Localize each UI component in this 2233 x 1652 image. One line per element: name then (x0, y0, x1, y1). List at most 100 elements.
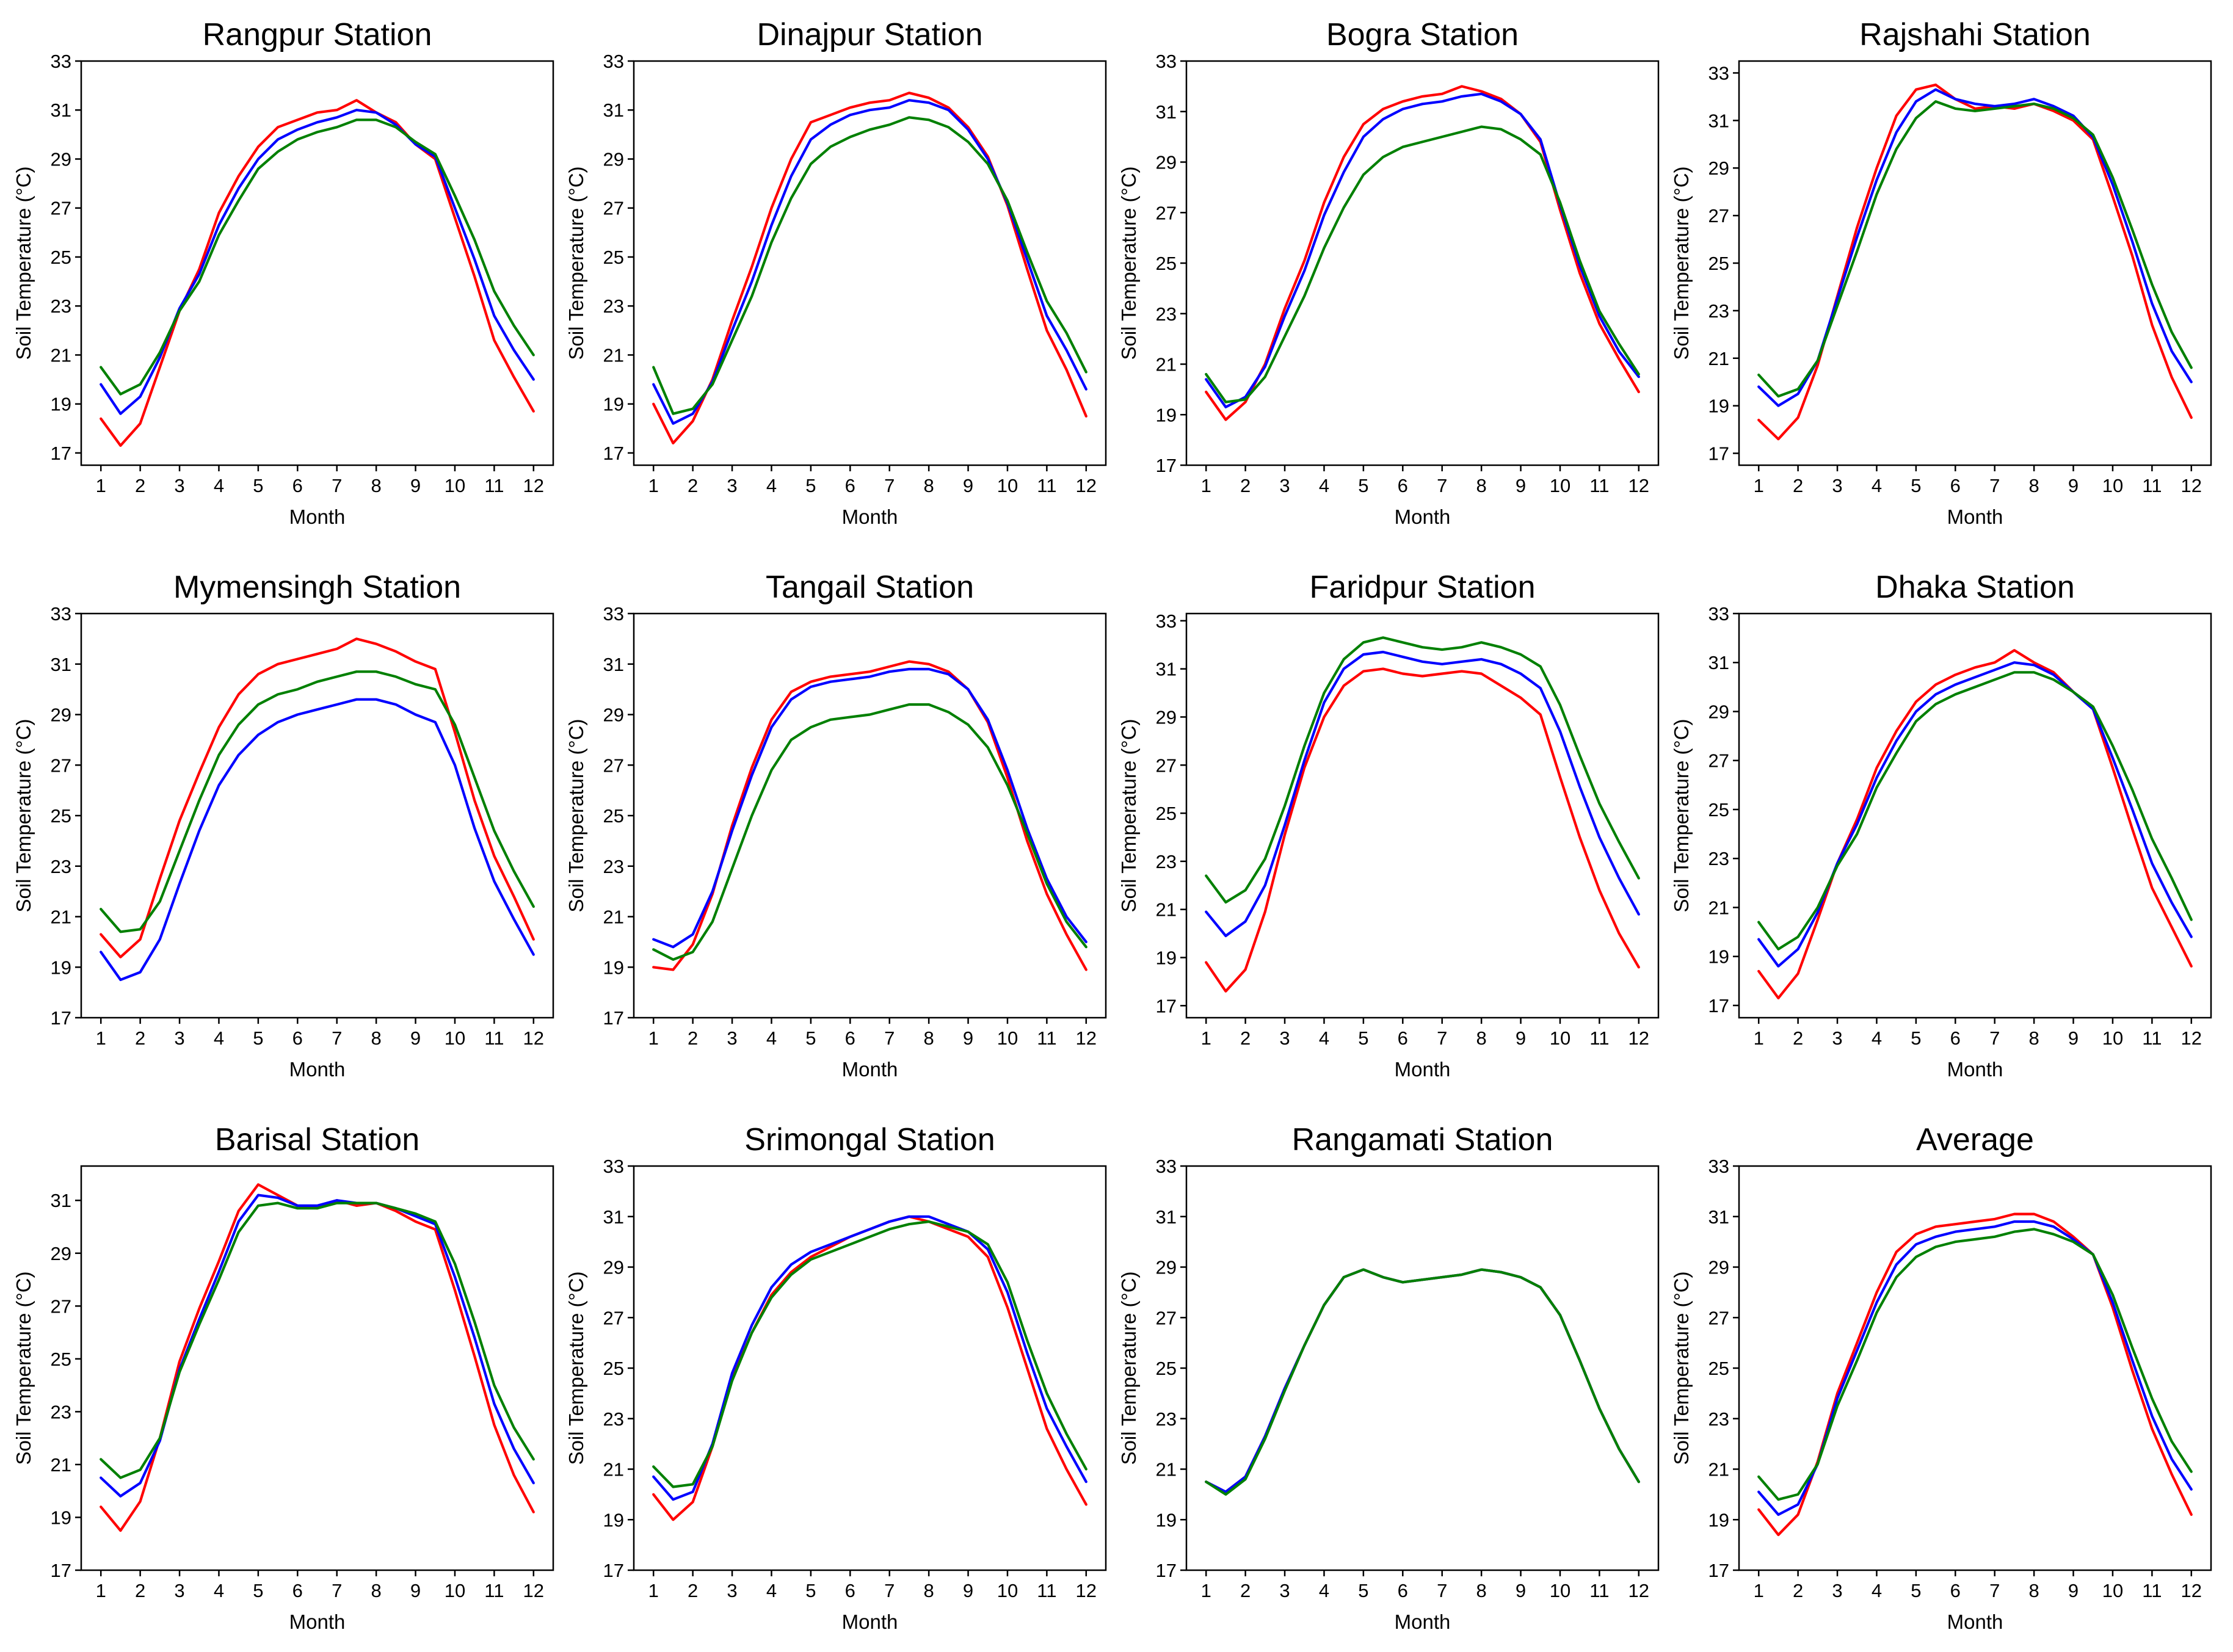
x-tick-label: 9 (2068, 1027, 2079, 1049)
series-line-red (1205, 667, 1640, 993)
chart-title: Barisal Station (215, 1122, 419, 1157)
y-tick-label: 33 (1156, 610, 1177, 632)
x-tick-label: 12 (523, 1027, 544, 1049)
x-tick-label: 12 (2181, 475, 2202, 496)
y-tick-label: 19 (1708, 946, 1729, 968)
series-line-blue (1205, 650, 1640, 938)
y-tick-label: 25 (51, 247, 71, 268)
y-tick-label: 21 (51, 907, 71, 928)
y-tick-label: 25 (603, 1358, 624, 1379)
y-tick-label: 31 (1156, 659, 1177, 680)
x-tick-label: 8 (371, 475, 382, 496)
x-tick-label: 12 (1076, 1580, 1097, 1601)
y-tick-label: 33 (51, 603, 71, 625)
chart-title: Rangamati Station (1292, 1122, 1553, 1157)
x-tick-label: 11 (1037, 475, 1056, 496)
y-tick-label: 25 (1708, 253, 1729, 274)
x-tick-label: 11 (1589, 475, 1609, 496)
y-tick-label: 33 (1156, 51, 1177, 72)
x-tick-label: 7 (332, 475, 342, 496)
y-tick-label: 27 (51, 1295, 71, 1317)
series-line-blue (652, 99, 1087, 425)
plot-frame (633, 612, 1107, 1019)
y-tick-label: 21 (1156, 354, 1177, 375)
series-line-red (1757, 1212, 2193, 1537)
chart-title: Tangail Station (766, 570, 974, 605)
x-tick-label: 10 (997, 1027, 1018, 1049)
x-tick-label: 8 (371, 1027, 382, 1049)
x-tick-label: 10 (2102, 475, 2123, 496)
plot-frame (1185, 1165, 1660, 1571)
x-tick-label: 3 (727, 475, 737, 496)
y-tick-label: 23 (51, 1401, 71, 1422)
y-tick-label: 33 (603, 603, 624, 625)
x-tick-label: 11 (1037, 1027, 1056, 1049)
x-tick-label: 4 (214, 1580, 224, 1601)
y-tick-label: 21 (603, 344, 624, 366)
y-tick-label: 31 (1708, 1206, 1729, 1228)
x-tick-label: 10 (1550, 1580, 1570, 1601)
chart-title: Rangpur Station (203, 17, 432, 53)
x-tick-label: 11 (2142, 475, 2162, 496)
y-tick-label: 19 (603, 957, 624, 978)
x-tick-label: 5 (805, 1027, 816, 1049)
x-tick-label: 2 (1793, 1580, 1803, 1601)
x-tick-label: 3 (727, 1027, 737, 1049)
x-tick-label: 7 (1437, 1580, 1447, 1601)
x-tick-label: 1 (96, 1027, 106, 1049)
y-tick-label: 25 (1156, 253, 1177, 274)
y-tick-label: 27 (1708, 750, 1729, 772)
series-line-blue (652, 1215, 1087, 1501)
y-tick-label: 21 (1708, 897, 1729, 918)
x-tick-label: 6 (845, 1027, 855, 1049)
y-tick-label: 31 (51, 654, 71, 675)
series-line-red (1757, 649, 2193, 1000)
x-tick-label: 3 (174, 1027, 184, 1049)
x-tick-label: 4 (1319, 1027, 1329, 1049)
series-line-green (652, 703, 1087, 961)
y-tick-label: 17 (603, 1560, 624, 1581)
series-line-red (1757, 83, 2193, 441)
series-line-blue (100, 1194, 535, 1498)
x-tick-label: 4 (1319, 1580, 1329, 1601)
y-tick-label: 17 (1156, 1560, 1177, 1581)
x-axis-label: Month (842, 1058, 898, 1081)
x-tick-label: 9 (410, 1580, 421, 1601)
y-tick-label: 19 (51, 1507, 71, 1528)
y-tick-label: 29 (1708, 701, 1729, 722)
y-tick-label: 21 (1156, 899, 1177, 921)
series-line-red (652, 92, 1087, 445)
y-tick-label: 31 (603, 654, 624, 675)
y-axis-label: Soil Temperature (°C) (12, 1271, 35, 1465)
y-tick-label: 17 (1156, 455, 1177, 476)
series-line-blue (1757, 1220, 2193, 1516)
y-tick-label: 27 (603, 198, 624, 219)
series-line-red (100, 99, 535, 447)
y-tick-label: 23 (51, 295, 71, 317)
x-axis-label: Month (289, 1610, 346, 1633)
y-tick-label: 17 (51, 1560, 71, 1581)
x-tick-label: 9 (2068, 475, 2079, 496)
series-line-green (1205, 1268, 1640, 1496)
x-tick-label: 1 (96, 475, 106, 496)
x-axis-label: Month (289, 505, 346, 528)
x-tick-label: 8 (1476, 475, 1487, 496)
y-tick-label: 25 (51, 1349, 71, 1370)
y-tick-label: 23 (1156, 303, 1177, 325)
plot-frame (633, 60, 1107, 466)
x-axis-label: Month (1395, 505, 1451, 528)
x-tick-label: 10 (997, 475, 1018, 496)
x-tick-label: 9 (410, 475, 421, 496)
series-line-green (1757, 1228, 2193, 1501)
x-tick-label: 7 (1989, 475, 2000, 496)
x-tick-label: 9 (963, 1580, 973, 1601)
y-tick-label: 23 (1708, 848, 1729, 869)
x-tick-label: 3 (1279, 1027, 1290, 1049)
x-axis-label: Month (1395, 1610, 1451, 1633)
y-tick-label: 27 (603, 1307, 624, 1328)
